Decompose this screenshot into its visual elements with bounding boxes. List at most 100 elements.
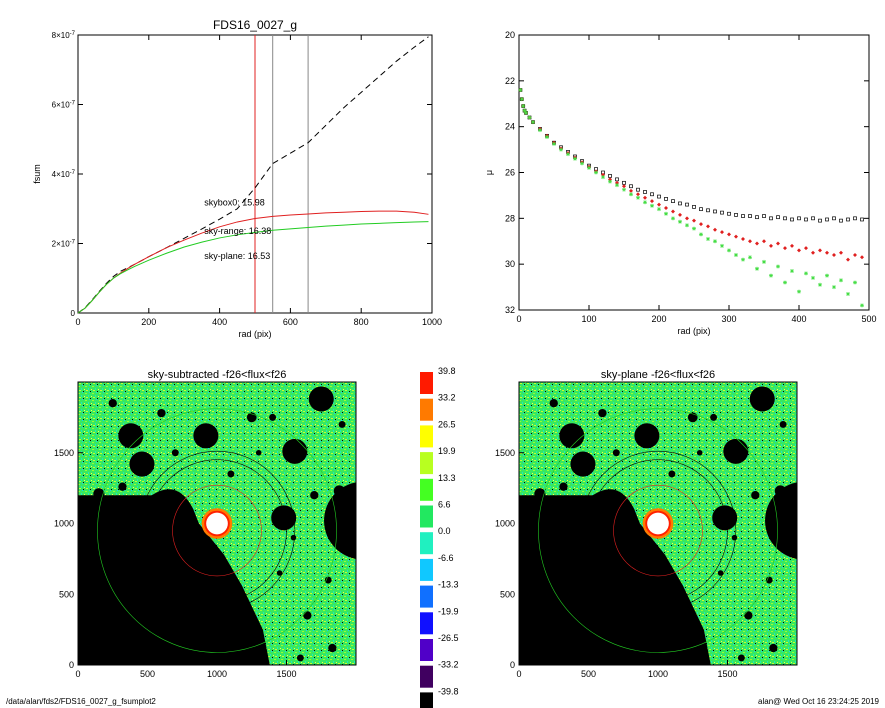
y-tick-exponent: -7	[70, 170, 76, 176]
data-point	[818, 248, 822, 253]
data-point	[643, 195, 647, 200]
y-tick-label: 28	[505, 213, 515, 223]
data-point	[797, 289, 801, 294]
y-tick-label: 24	[505, 122, 515, 132]
data-point	[601, 175, 605, 180]
masked-star	[93, 488, 105, 500]
colorbar-swatch	[420, 532, 433, 555]
data-point	[650, 203, 654, 208]
aperture-ellipse-green	[97, 408, 337, 653]
masked-star	[338, 420, 346, 428]
data-point	[825, 273, 829, 278]
masked-region	[519, 489, 711, 665]
masked-star	[549, 399, 558, 408]
data-point	[622, 184, 626, 189]
colorbar-level-label: -13.3	[438, 580, 459, 590]
data-point	[622, 187, 626, 192]
data-point	[706, 236, 710, 241]
colorbar-swatch	[420, 585, 433, 608]
data-point	[615, 183, 619, 188]
y-axis-label: μ	[484, 170, 494, 175]
data-point	[762, 259, 766, 264]
data-point	[566, 152, 570, 157]
masked-star	[310, 491, 319, 500]
data-point	[832, 285, 836, 290]
colorbar-swatch	[420, 505, 433, 528]
data-point	[720, 210, 724, 215]
surface-brightness-plot: rad (pix) μ 0 100 200 300 400 500 20 22 24 26 28 30 32	[484, 30, 877, 336]
data-point	[664, 211, 668, 216]
masked-star	[765, 482, 797, 559]
data-point	[685, 216, 689, 221]
data-point	[818, 218, 822, 223]
masked-star	[612, 449, 620, 457]
colorbar-level-label: 19.9	[438, 446, 456, 456]
colorbar-level-label: 0.0	[438, 526, 451, 536]
data-point	[776, 264, 780, 269]
colorbar-swatch	[420, 425, 433, 448]
y-tick-label: 0	[69, 660, 74, 670]
masked-star	[129, 451, 155, 477]
data-point	[853, 253, 857, 257]
data-point	[804, 271, 808, 276]
annotation-label: sky-plane: 16.53	[204, 251, 270, 261]
data-point	[699, 232, 703, 237]
masked-star	[324, 482, 356, 559]
data-point	[657, 207, 661, 212]
y-tick-label: 26	[505, 168, 515, 178]
data-point	[685, 223, 689, 228]
y-tick-label: 4×10-7	[52, 170, 76, 179]
y-tick-base: 4×10	[52, 170, 71, 179]
data-point	[741, 214, 745, 218]
y-tick-base: 8×10	[52, 31, 71, 40]
data-point	[804, 246, 808, 251]
x-tick-label: 500	[140, 669, 155, 679]
y-tick-label: 8×10-7	[52, 31, 76, 40]
masked-star	[193, 423, 219, 449]
data-point	[783, 246, 787, 251]
x-tick-label: 500	[861, 314, 876, 324]
aperture-ellipse	[588, 459, 728, 602]
data-point	[797, 248, 801, 253]
data-point	[678, 212, 682, 217]
masked-star	[717, 570, 724, 576]
x-tick-label: 0	[516, 669, 521, 679]
data-point	[762, 214, 766, 218]
data-point	[797, 216, 801, 221]
data-point	[720, 230, 724, 235]
masked-star	[559, 482, 568, 491]
masked-star	[227, 470, 235, 478]
data-point	[664, 206, 668, 211]
data-point	[713, 209, 717, 214]
colorbar-swatch	[420, 612, 433, 635]
masked-star	[668, 470, 676, 478]
y-tick-exponent: -7	[70, 240, 76, 246]
x-tick-label: 1000	[648, 669, 668, 679]
data-point	[678, 219, 682, 224]
data-point	[776, 215, 780, 220]
data-point	[622, 180, 626, 185]
y-tick-label: 0	[71, 309, 76, 318]
data-point	[846, 217, 850, 222]
masked-star	[333, 485, 345, 497]
annotation-label: skybox0: 15.98	[204, 197, 265, 207]
data-point	[727, 211, 731, 216]
y-tick-label: 20	[505, 30, 515, 40]
data-point	[846, 291, 850, 296]
colorbar-level-label: 13.3	[438, 473, 456, 483]
x-tick-label: 100	[581, 314, 596, 324]
data-point	[594, 170, 598, 175]
galaxy-core	[206, 512, 228, 535]
data-point	[741, 257, 745, 262]
data-point	[860, 255, 864, 260]
data-point	[573, 156, 577, 161]
data-point	[657, 202, 661, 207]
data-point	[527, 115, 532, 120]
data-point	[615, 177, 619, 182]
masked-star	[269, 413, 277, 421]
masked-star	[534, 488, 546, 500]
data-point	[818, 282, 822, 287]
aperture-ellipse	[147, 459, 287, 602]
y-tick-base: 6×10	[52, 101, 71, 110]
